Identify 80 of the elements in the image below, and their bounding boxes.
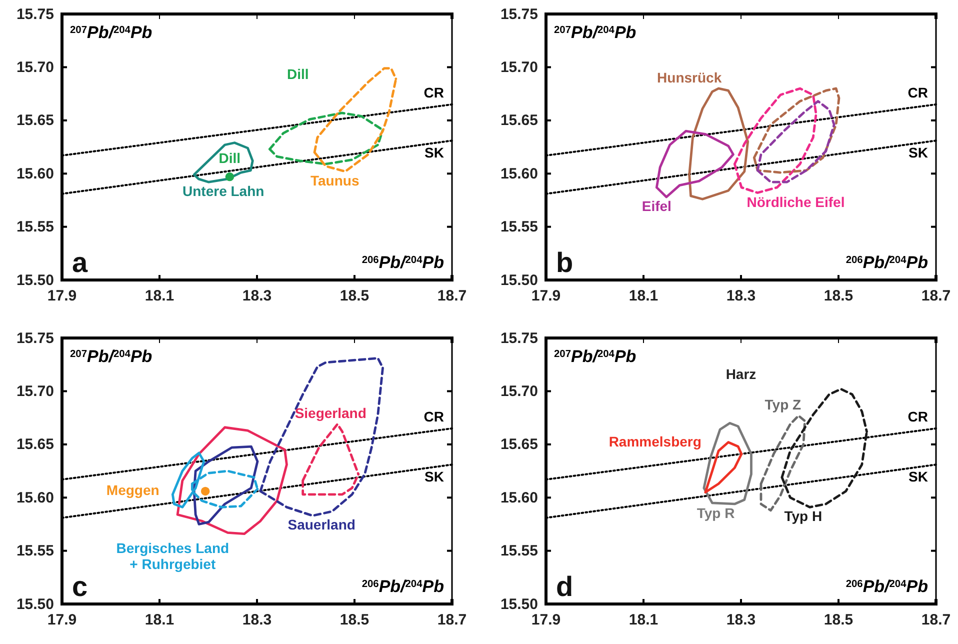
x-axis-title: $^{206}$Pb/$^{204}$Pb (362, 577, 444, 596)
text: Meggen (106, 482, 160, 498)
series-label: Eifel (642, 198, 672, 214)
annotation: Harz (726, 366, 756, 382)
x-tick-label: 17.9 (47, 612, 77, 629)
x-tick-label: 17.9 (47, 288, 77, 305)
x-tick-label: 18.3 (726, 612, 756, 629)
annotation: d (556, 571, 574, 602)
series-label: Typ Z (764, 396, 802, 413)
series-label: Siegerland (294, 405, 366, 422)
x-axis-title: $^{206}$Pb/$^{204}$Pb (846, 577, 928, 596)
y-axis-title: $^{207}$Pb/$^{204}$Pb (554, 23, 636, 42)
y-tick-label: 15.70 (16, 383, 54, 400)
x-tick-label: 18.5 (340, 612, 370, 629)
y-tick-label: 15.70 (500, 59, 538, 76)
y-tick-label: 15.65 (500, 112, 538, 130)
series-label: Typ H (784, 508, 822, 524)
y-tick-label: 15.75 (500, 330, 538, 347)
series-label: Typ R (696, 504, 735, 521)
x-tick-label: 18.7 (437, 288, 467, 305)
series-label: Untere Lahn (182, 183, 264, 200)
x-tick-label: 18.5 (340, 288, 370, 305)
y-tick-label: 15.65 (16, 112, 54, 130)
y-tick-label: 15.65 (500, 436, 538, 454)
x-tick-label: 17.9 (531, 288, 561, 305)
y-tick-label: 15.60 (16, 489, 54, 506)
x-tick-label: 18.1 (628, 288, 658, 305)
y-tick-label: 15.50 (16, 596, 54, 613)
y-tick-label: 15.60 (16, 165, 54, 182)
y-axis-title: $^{207}$Pb/$^{204}$Pb (70, 23, 152, 42)
x-tick-label: 18.5 (824, 612, 854, 629)
y-tick-label: 15.70 (16, 59, 54, 76)
text: Dill (287, 66, 309, 82)
x-tick-label: 18.1 (144, 288, 174, 305)
x-tick-label: 17.9 (531, 612, 561, 629)
series-label: Sauerland (288, 516, 356, 533)
series-label: CR (908, 84, 928, 100)
x-axis-title: $^{206}$Pb/$^{204}$Pb (846, 253, 928, 272)
series-label: SK (908, 468, 928, 485)
y-axis-title: $^{207}$Pb/$^{204}$Pb (70, 347, 152, 366)
series-label: Nördliche Eifel (746, 194, 845, 210)
y-tick-label: 15.55 (500, 542, 538, 560)
x-tick-label: 18.7 (921, 288, 951, 305)
series-label: SK (424, 468, 444, 485)
y-tick-label: 15.75 (16, 330, 54, 347)
y-tick-label: 15.55 (16, 218, 54, 236)
series-label: Rammelsberg (608, 433, 702, 450)
y-tick-label: 15.75 (16, 6, 54, 23)
x-tick-label: 18.3 (242, 288, 272, 305)
x-tick-label: 18.3 (242, 612, 272, 629)
x-tick-label: 18.1 (628, 612, 658, 629)
y-tick-label: 15.65 (16, 436, 54, 454)
series-label: CR (424, 408, 444, 424)
y-tick-label: 15.60 (500, 165, 538, 182)
x-axis-title: $^{206}$Pb/$^{204}$Pb (362, 253, 444, 272)
y-tick-label: 15.50 (500, 596, 538, 613)
text: Bergisches Land + Ruhrgebiet (116, 540, 230, 572)
x-tick-label: 18.7 (437, 612, 467, 629)
x-tick-label: 18.3 (726, 288, 756, 305)
annotation: b (556, 247, 574, 278)
y-axis-title: $^{207}$Pb/$^{204}$Pb (554, 347, 636, 366)
series-label: Taunus (310, 172, 360, 188)
y-tick-label: 15.50 (500, 272, 538, 289)
series-label: SK (908, 144, 928, 161)
annotation: a (72, 247, 88, 278)
y-tick-label: 15.60 (500, 489, 538, 506)
series-label: CR (908, 408, 928, 424)
y-tick-label: 15.70 (500, 383, 538, 400)
x-tick-label: 18.7 (921, 612, 951, 629)
series-label: CR (424, 84, 444, 100)
series-label: Hunsrück (657, 69, 722, 86)
y-tick-label: 15.55 (16, 542, 54, 560)
series-label: Dill (218, 150, 241, 166)
y-tick-label: 15.55 (500, 218, 538, 236)
y-tick-label: 15.75 (500, 6, 538, 23)
x-tick-label: 18.5 (824, 288, 854, 305)
series-label: SK (424, 144, 444, 161)
annotation: c (72, 571, 88, 602)
x-tick-label: 18.1 (144, 612, 174, 629)
y-tick-label: 15.50 (16, 272, 54, 289)
